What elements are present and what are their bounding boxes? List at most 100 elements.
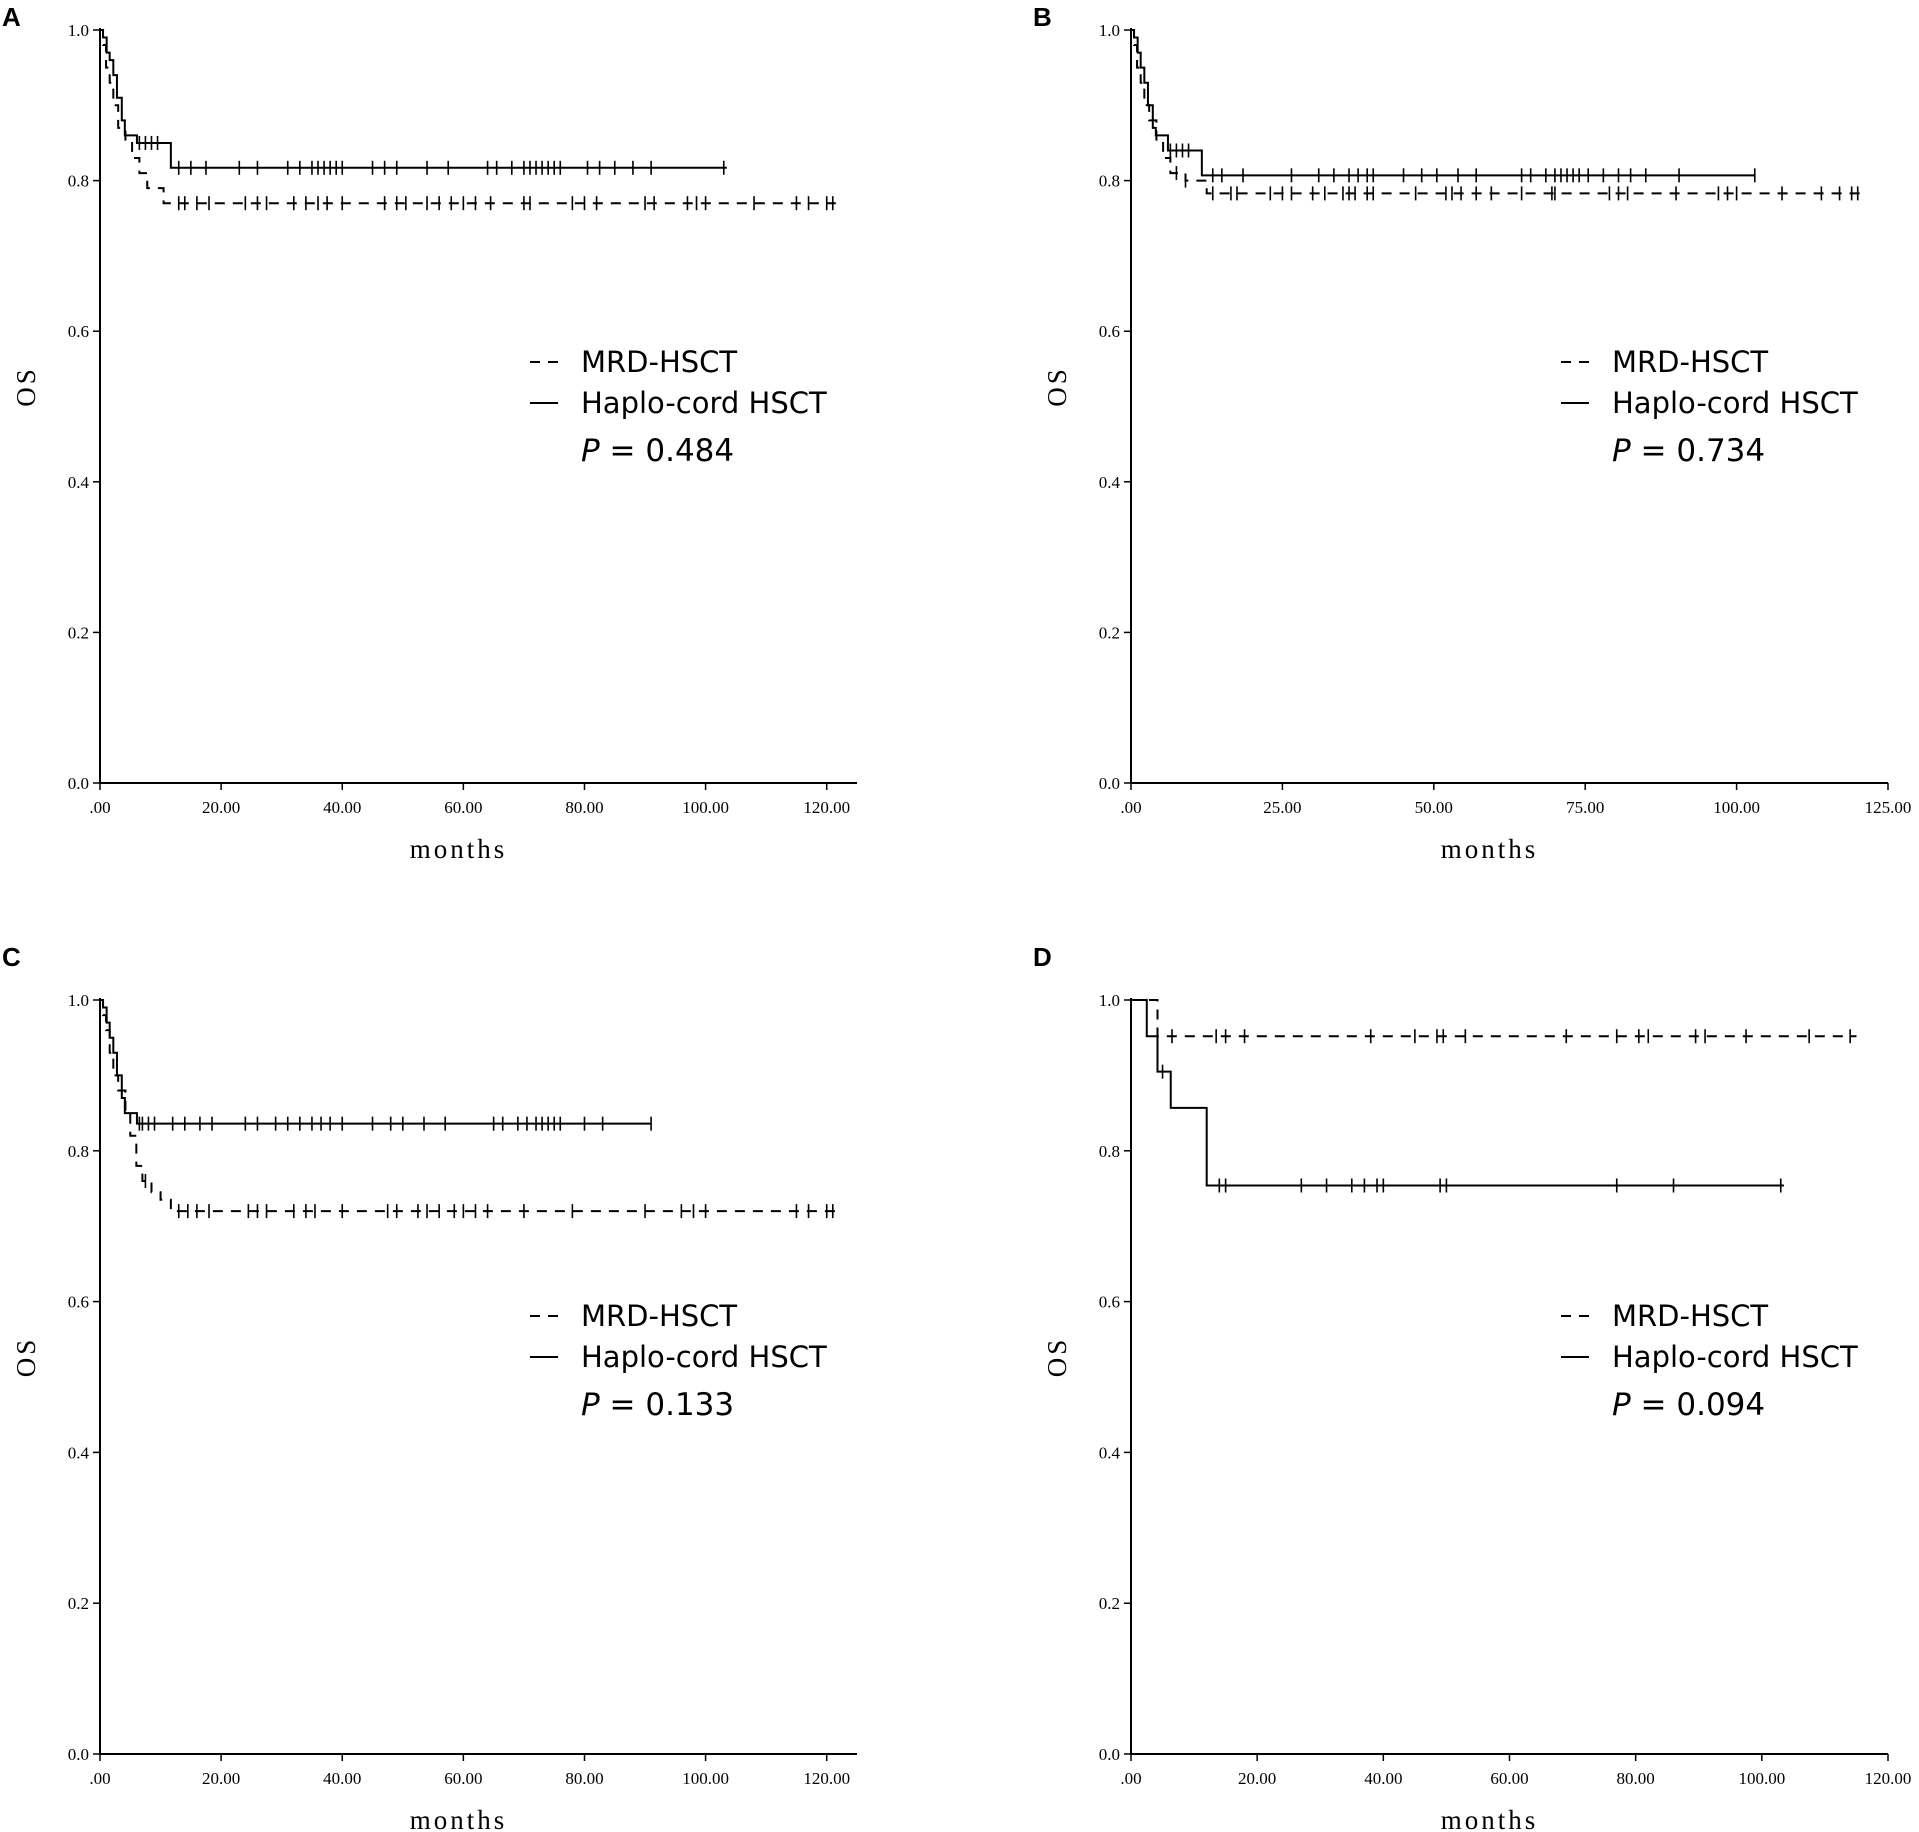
survival-curve <box>100 29 727 169</box>
series-haplo-cord-hsct <box>1131 999 1784 1193</box>
p-value: P = 0.133 <box>581 1387 734 1423</box>
p-value: P = 0.484 <box>581 433 734 469</box>
x-tick-label: .00 <box>1120 798 1141 817</box>
panel-d: D 0.0 0.2 0.4 0.6 0.8 1.0 .00 20.00 40.00 60.00 80.… <box>1033 942 1911 1832</box>
x-tick-label: 120.00 <box>1865 1769 1912 1788</box>
x-axis-title: months <box>1441 834 1539 864</box>
y-axis-title: OS <box>1042 1337 1072 1378</box>
series-mrd-hsct <box>100 999 836 1219</box>
survival-curve <box>100 29 836 205</box>
survival-curve <box>1131 29 1864 195</box>
p-value: P = 0.094 <box>1612 1387 1765 1423</box>
x-tick-label: 40.00 <box>323 798 361 817</box>
p-value: P = 0.734 <box>1612 433 1765 469</box>
panel-letter: C <box>2 942 21 972</box>
x-tick-label: 80.00 <box>565 1769 603 1788</box>
legend-label: Haplo-cord HSCT <box>581 1340 827 1374</box>
p-value-number: = 0.484 <box>600 433 734 469</box>
x-axis-title: months <box>410 834 508 864</box>
x-tick-label: .00 <box>89 798 110 817</box>
y-axis-title: OS <box>1042 366 1072 407</box>
x-tick-label: 50.00 <box>1415 798 1453 817</box>
y-tick-label: 0.8 <box>1099 1142 1120 1161</box>
x-tick-label: 100.00 <box>1738 1769 1785 1788</box>
x-tick-label: 100.00 <box>682 1769 729 1788</box>
p-value-label: P <box>581 1387 600 1423</box>
panel-letter: B <box>1033 2 1052 32</box>
y-axis-title: OS <box>11 1337 41 1378</box>
panel-letter: A <box>2 2 21 32</box>
y-tick-label: 0.2 <box>1099 1594 1120 1613</box>
x-tick-label: 20.00 <box>202 798 240 817</box>
panel-a: A 0.0 0.2 0.4 0.6 0.8 1.0 .00 20.00 40.00 60.00 80.… <box>2 2 857 864</box>
y-tick-label: 0.8 <box>68 172 89 191</box>
legend-label: Haplo-cord HSCT <box>1612 1340 1858 1374</box>
panel-letter: D <box>1033 942 1052 972</box>
x-tick-label: .00 <box>1120 1769 1141 1788</box>
y-tick-label: 0.4 <box>68 1443 90 1462</box>
p-value-label: P <box>1612 1387 1631 1423</box>
y-tick-label: 0.8 <box>1099 172 1120 191</box>
x-tick-label: 60.00 <box>444 1769 482 1788</box>
survival-curve <box>100 999 836 1213</box>
y-tick-label: 0.6 <box>68 322 89 341</box>
series-haplo-cord-hsct <box>100 29 727 175</box>
legend: MRD-HSCT Haplo-cord HSCT P = 0.094 <box>1561 1299 1858 1423</box>
legend-label: MRD-HSCT <box>1612 345 1768 379</box>
survival-curve <box>1131 29 1755 177</box>
p-value-label: P <box>581 433 600 469</box>
legend-label: Haplo-cord HSCT <box>581 386 827 420</box>
y-tick-label: 1.0 <box>1099 21 1120 40</box>
panel-c: C 0.0 0.2 0.4 0.6 0.8 1.0 .00 20.00 40.00 60.00 80.… <box>2 942 857 1832</box>
y-tick-label: 0.0 <box>1099 1745 1120 1764</box>
y-tick-label: 0.2 <box>1099 623 1120 642</box>
x-tick-label: .00 <box>89 1769 110 1788</box>
x-tick-label: 20.00 <box>1238 1769 1276 1788</box>
survival-curve <box>1131 999 1784 1187</box>
x-tick-label: 100.00 <box>1713 798 1760 817</box>
x-tick-label: 120.00 <box>803 798 850 817</box>
y-tick-label: 0.4 <box>68 473 90 492</box>
y-tick-label: 1.0 <box>68 21 89 40</box>
x-tick-label: 60.00 <box>444 798 482 817</box>
panel-b: B 0.0 0.2 0.4 0.6 0.8 1.0 .00 25.00 50.00 75.00 100… <box>1033 2 1911 864</box>
p-value-label: P <box>1612 433 1631 469</box>
x-axis-title: months <box>410 1805 508 1832</box>
y-tick-label: 0.6 <box>1099 322 1120 341</box>
y-tick-label: 0.0 <box>68 1745 89 1764</box>
x-tick-label: 20.00 <box>202 1769 240 1788</box>
x-tick-label: 80.00 <box>565 798 603 817</box>
x-tick-label: 40.00 <box>1364 1769 1402 1788</box>
y-tick-label: 0.6 <box>1099 1293 1120 1312</box>
legend-label: MRD-HSCT <box>581 1299 737 1333</box>
y-tick-label: 0.0 <box>68 774 89 793</box>
y-tick-label: 0.6 <box>68 1293 89 1312</box>
legend-label: MRD-HSCT <box>581 345 737 379</box>
y-tick-label: 0.0 <box>1099 774 1120 793</box>
p-value-number: = 0.094 <box>1631 1387 1765 1423</box>
survival-curve <box>100 999 652 1125</box>
x-tick-label: 40.00 <box>323 1769 361 1788</box>
p-value-number: = 0.133 <box>600 1387 734 1423</box>
y-tick-label: 0.8 <box>68 1142 89 1161</box>
x-tick-label: 25.00 <box>1263 798 1301 817</box>
p-value-number: = 0.734 <box>1631 433 1765 469</box>
series-mrd-hsct <box>100 29 836 211</box>
y-tick-label: 0.2 <box>68 623 89 642</box>
legend-label: Haplo-cord HSCT <box>1612 386 1858 420</box>
y-tick-label: 1.0 <box>1099 991 1120 1010</box>
legend-label: MRD-HSCT <box>1612 1299 1768 1333</box>
survival-curve <box>1131 999 1857 1038</box>
y-axis-title: OS <box>11 366 41 407</box>
series-mrd-hsct <box>1131 999 1857 1044</box>
series-haplo-cord-hsct <box>100 999 652 1131</box>
x-tick-label: 100.00 <box>682 798 729 817</box>
legend: MRD-HSCT Haplo-cord HSCT P = 0.734 <box>1561 345 1858 469</box>
y-tick-label: 0.4 <box>1099 1443 1121 1462</box>
legend: MRD-HSCT Haplo-cord HSCT P = 0.133 <box>530 1299 827 1423</box>
x-tick-label: 120.00 <box>803 1769 850 1788</box>
x-tick-label: 60.00 <box>1490 1769 1528 1788</box>
series-haplo-cord-hsct <box>1131 29 1756 183</box>
y-tick-label: 1.0 <box>68 991 89 1010</box>
